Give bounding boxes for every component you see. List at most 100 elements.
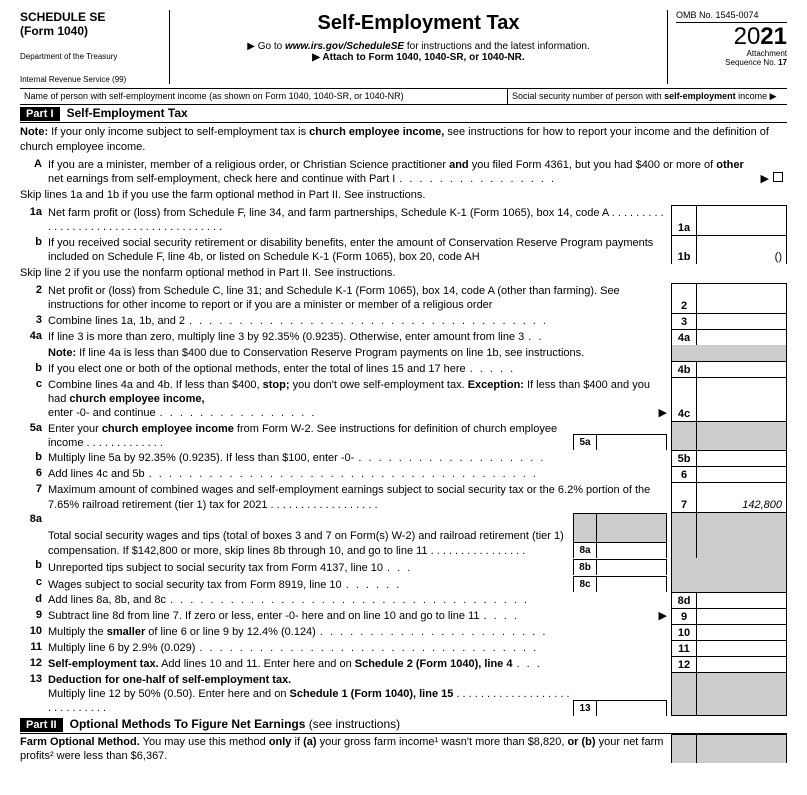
inner-8c-val[interactable] — [597, 577, 667, 592]
part2-header: Part II Optional Methods To Figure Net E… — [20, 716, 787, 734]
farm-b4: or (b) — [567, 736, 595, 748]
l10-b1: smaller — [107, 626, 146, 638]
box-10-val[interactable] — [697, 624, 787, 640]
farm-t1: You may use this method — [140, 736, 269, 748]
box-13-gray — [671, 672, 697, 716]
line-4c-num: c — [20, 377, 48, 421]
inner-13-val[interactable] — [597, 701, 667, 716]
line-4c-text: Combine lines 4a and 4b. If less than $4… — [48, 377, 671, 421]
farm-text: Farm Optional Method. You may use this m… — [20, 734, 671, 764]
A-t1: If you are a minister, member of a relig… — [48, 159, 449, 171]
box-5b-num: 5b — [671, 450, 697, 466]
tax-year: 2021 — [676, 25, 787, 49]
name-ssn-row: Name of person with self-employment inco… — [20, 89, 787, 105]
line-10-text: Multiply the smaller of line 6 or line 9… — [48, 624, 671, 640]
part2-label: Part II — [20, 718, 63, 732]
box-2-val[interactable] — [697, 283, 787, 313]
line-3-text: Combine lines 1a, 1b, and 2. . . . . . .… — [48, 313, 671, 329]
A-t2: you filed Form 4361, but you had $400 or… — [469, 159, 717, 171]
line-3: 3 Combine lines 1a, 1b, and 2. . . . . .… — [20, 313, 787, 329]
l4c-b2: Exception: — [468, 379, 524, 391]
box-6-val[interactable] — [697, 466, 787, 482]
line-8d-text: Add lines 8a, 8b, and 8c. . . . . . . . … — [48, 592, 671, 608]
box-5a-grayval — [697, 421, 787, 451]
l9-txt: Subtract line 8d from line 7. If zero or… — [48, 609, 480, 624]
box-farm-grayval — [697, 734, 787, 764]
line-9: 9 Subtract line 8d from line 7. If zero … — [20, 608, 787, 624]
box-1b-num: 1b — [671, 235, 697, 265]
line-10-num: 10 — [20, 624, 48, 640]
form-title: Self-Employment Tax — [178, 12, 659, 35]
box-5b-val[interactable] — [697, 450, 787, 466]
l11-txt: Multiply line 6 by 2.9% (0.029) — [48, 641, 195, 656]
box-4a-val[interactable] — [697, 329, 787, 345]
seq-pre: Sequence No. — [725, 58, 778, 67]
name-field-label[interactable]: Name of person with self-employment inco… — [20, 89, 507, 104]
attach-text: ▶ Attach to Form 1040, 1040-SR, or 1040-… — [312, 52, 524, 63]
farm-b3: (a) — [303, 736, 316, 748]
box-12-val[interactable] — [697, 656, 787, 672]
box-9-val[interactable] — [697, 608, 787, 624]
line-9-num: 9 — [20, 608, 48, 624]
line-8a-text: Total social security wages and tips (to… — [48, 512, 671, 558]
dept-label: Department of the Treasury — [20, 52, 163, 61]
box-3-num: 3 — [671, 313, 697, 329]
part2-title: Optional Methods To Figure Net Earnings … — [70, 717, 401, 731]
goto-url: www.irs.gov/ScheduleSE — [285, 41, 404, 52]
box-3-val[interactable] — [697, 313, 787, 329]
skip-2: Skip line 2 if you use the nonfarm optio… — [20, 264, 787, 283]
box-10-num: 10 — [671, 624, 697, 640]
line-4c: c Combine lines 4a and 4b. If less than … — [20, 377, 787, 421]
line-5b: b Multiply line 5a by 92.35% (0.9235). I… — [20, 450, 787, 466]
l4c-b3: church employee income, — [69, 393, 204, 405]
farm-method: Farm Optional Method. You may use this m… — [20, 734, 787, 764]
inner-8a-boxes: 8a — [573, 513, 667, 558]
inner-8a-val[interactable] — [597, 543, 667, 558]
line-11: 11 Multiply line 6 by 2.9% (0.029). . . … — [20, 640, 787, 656]
farm-b1: Farm Optional Method. — [20, 736, 140, 748]
line-9-text: Subtract line 8d from line 7. If zero or… — [48, 608, 671, 624]
box-1a-val[interactable] — [697, 205, 787, 235]
goto-pre: ▶ Go to — [247, 41, 285, 52]
note-b1: church employee income, — [309, 126, 444, 138]
line-5a-text: Enter your church employee income from F… — [48, 421, 671, 451]
line-11-num: 11 — [20, 640, 48, 656]
box-11-val[interactable] — [697, 640, 787, 656]
line-5b-num: b — [20, 450, 48, 466]
checkbox-A[interactable] — [773, 172, 783, 182]
line-8d: d Add lines 8a, 8b, and 8c. . . . . . . … — [20, 592, 787, 608]
line-7-num: 7 — [20, 482, 48, 512]
line-8b: b Unreported tips subject to social secu… — [20, 558, 787, 575]
ssn-field-label[interactable]: Social security number of person with se… — [507, 89, 787, 104]
line-7: 7 Maximum amount of combined wages and s… — [20, 482, 787, 512]
inner-8b-val[interactable] — [597, 560, 667, 575]
gray-8b — [671, 558, 787, 575]
inner-5a-val[interactable] — [597, 435, 667, 450]
ssn-bold: self-employment — [664, 91, 736, 101]
l1a-txt: Net farm profit or (loss) from Schedule … — [48, 207, 609, 219]
l4c-t4: enter -0- and continue — [48, 406, 156, 420]
line-2: 2 Net profit or (loss) from Schedule C, … — [20, 283, 787, 313]
l13-t1: Multiply line 12 by 50% (0.50). Enter he… — [48, 688, 290, 700]
l12-wrap: Self-employment tax. Add lines 10 and 11… — [48, 657, 512, 672]
box-1b-val[interactable] — [697, 235, 787, 265]
box-8d-val[interactable] — [697, 592, 787, 608]
l12-b1: Self-employment tax. — [48, 658, 159, 670]
form-label: (Form 1040) — [20, 24, 163, 38]
l10-t2: of line 6 or line 9 by 12.4% (0.124) — [145, 626, 316, 638]
l8d-txt: Add lines 8a, 8b, and 8c — [48, 593, 166, 608]
farm-b2: only — [269, 736, 292, 748]
A-t3: net earnings from self-employment, check… — [48, 172, 395, 186]
line-12-num: 12 — [20, 656, 48, 672]
line-8c-text: Wages subject to social security tax fro… — [48, 575, 671, 592]
seq-num: 17 — [778, 58, 787, 67]
arrow-icon: ▶ — [761, 172, 769, 186]
l12-b2: Schedule 2 (Form 1040), line 4 — [355, 658, 513, 670]
line-A-text: If you are a minister, member of a relig… — [48, 157, 787, 187]
part1-title: Self-Employment Tax — [67, 106, 188, 120]
header-right: OMB No. 1545-0074 2021 Attachment Sequen… — [667, 10, 787, 84]
line-4a-note: Note: If line 4a is less than $400 due t… — [20, 345, 787, 361]
inner-5a-num: 5a — [573, 435, 597, 450]
box-4c-val[interactable] — [697, 377, 787, 421]
box-4b-val[interactable] — [697, 361, 787, 377]
